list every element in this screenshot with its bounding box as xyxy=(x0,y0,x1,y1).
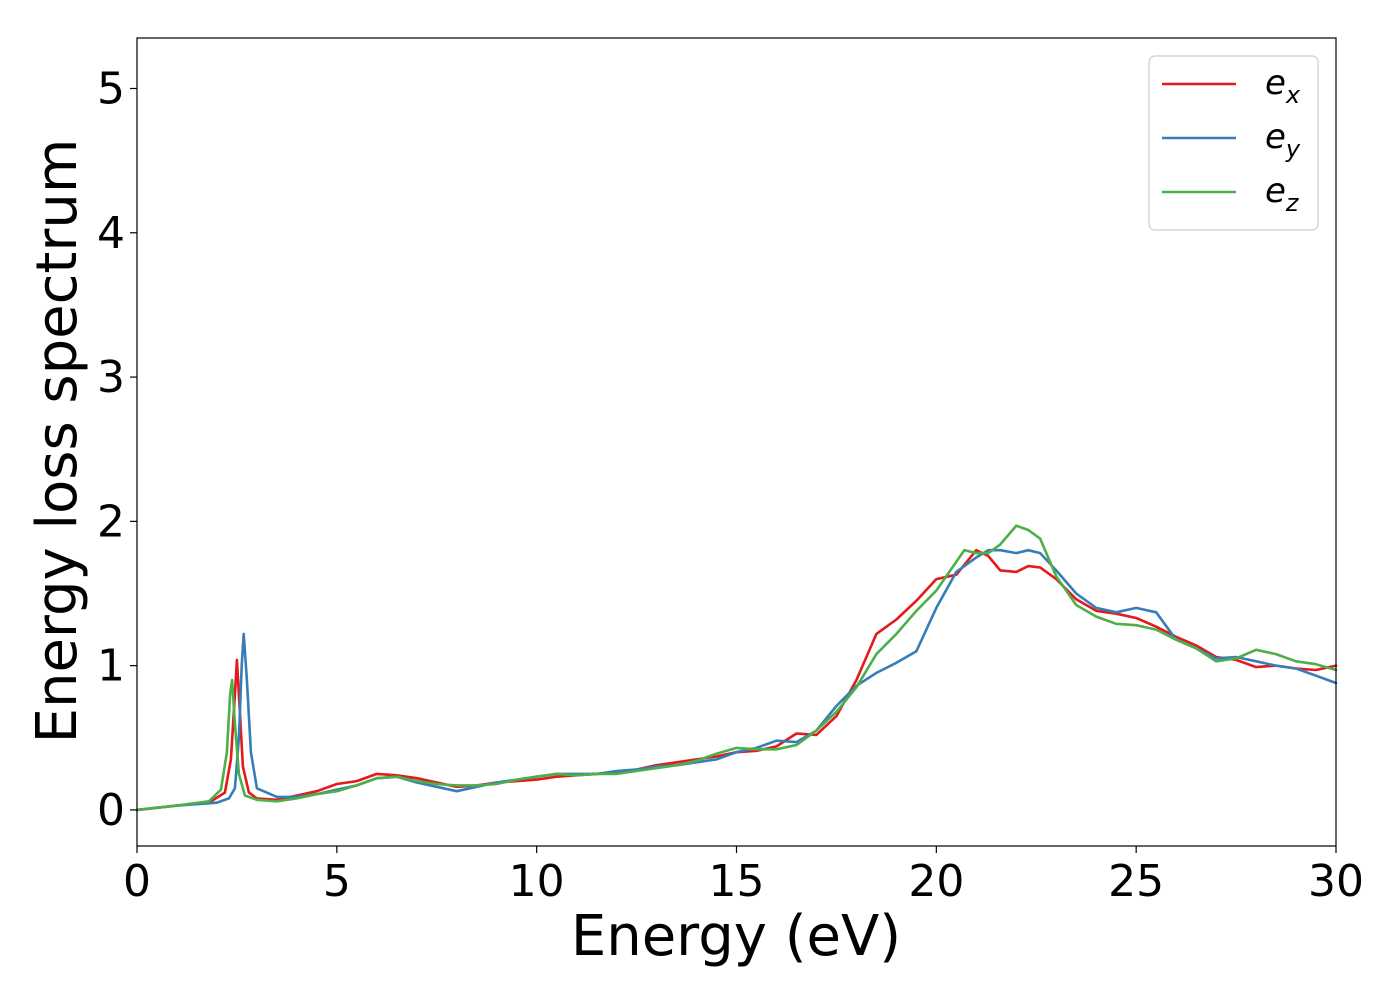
y-tick-label: 3 xyxy=(97,352,125,403)
y-tick-label: 5 xyxy=(97,64,125,115)
x-tick-label: 30 xyxy=(1308,856,1364,907)
y-tick-label: 0 xyxy=(97,785,125,836)
series-layer xyxy=(135,524,1338,812)
series-line-x xyxy=(135,548,1338,812)
y-tick-label: 1 xyxy=(97,641,125,692)
x-axis-label: Energy (eV) xyxy=(571,904,901,969)
x-tick-label: 25 xyxy=(1108,856,1164,907)
y-axis-label: Energy loss spectrum xyxy=(25,139,90,744)
series-line-z xyxy=(135,524,1338,812)
legend-label-y: ey xyxy=(1265,117,1301,163)
x-tick-label: 15 xyxy=(709,856,765,907)
series-line-y xyxy=(135,548,1338,812)
legend-box xyxy=(1148,55,1319,231)
legend: ex ey ez xyxy=(1148,55,1319,231)
x-tick-label: 5 xyxy=(323,856,351,907)
legend-label-x: ex xyxy=(1265,63,1301,109)
x-tick-label: 0 xyxy=(123,856,151,907)
y-tick-label: 4 xyxy=(97,208,125,259)
y-tick-label: 2 xyxy=(97,496,125,547)
x-tick-label: 20 xyxy=(908,856,964,907)
x-tick-label: 10 xyxy=(509,856,565,907)
ticks-layer: 0 5 10 15 20 25 30 0 1 2 3 4 5 xyxy=(97,64,1364,908)
legend-label-z: ez xyxy=(1265,171,1300,217)
